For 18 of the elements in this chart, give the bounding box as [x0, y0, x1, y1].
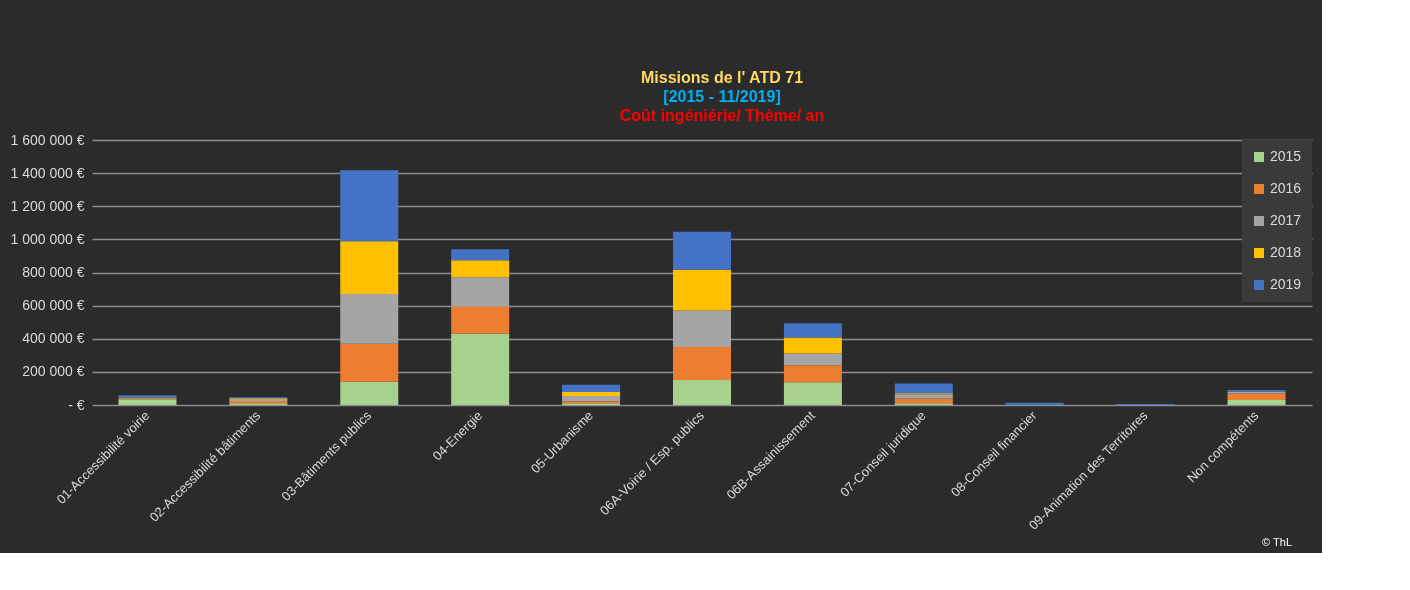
y-tick-label: - €: [68, 396, 85, 413]
text: [2015 - 11/2019]: [663, 88, 781, 105]
y-tick-label: 600 000 €: [22, 297, 85, 314]
legend-label: 2016: [1270, 180, 1302, 196]
y-tick-label: 1 200 000 €: [10, 197, 85, 214]
legend-label: 2017: [1270, 212, 1302, 228]
y-tick-label: 1 400 000 €: [10, 164, 85, 181]
chart-title: Missions de l' ATD 71: [640, 69, 804, 86]
legend-label: 2015: [1270, 148, 1302, 164]
y-tick-label: 200 000 €: [22, 363, 85, 380]
y-tick-label: 400 000 €: [22, 330, 85, 347]
legend-label: 2018: [1270, 244, 1302, 260]
y-tick-label: 800 000 €: [22, 264, 85, 280]
legend-label: 2019: [1270, 276, 1302, 292]
text: © ThL: [1262, 536, 1292, 548]
y-tick-label: 1 600 000 €: [10, 131, 85, 148]
text: Coût ingéniérie/ Thème/ an: [619, 107, 825, 124]
y-tick-label: 1 000 000 €: [10, 230, 85, 247]
